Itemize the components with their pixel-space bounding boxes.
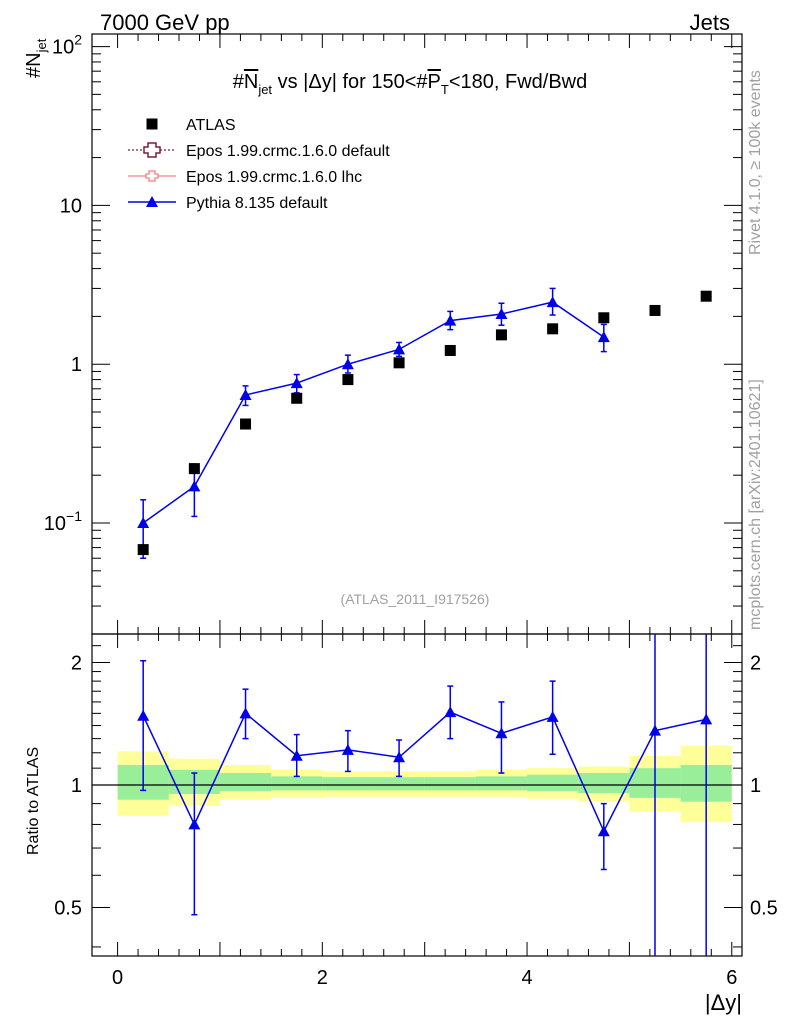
ratio-y-tick-label: 0.5	[54, 897, 82, 919]
ratio-panel: 0 2 4 6 0.5 0.5 1 1 2 2	[54, 633, 778, 989]
atlas-point	[700, 290, 712, 302]
atlas-point	[137, 544, 149, 556]
pythia-point	[290, 377, 303, 389]
pythia-point	[597, 331, 610, 343]
ratio-y-tick-label-right: 0.5	[750, 897, 778, 919]
ratio-y-tick-label-right: 1	[750, 775, 761, 797]
ratio-pythia-point	[393, 751, 406, 763]
pythia-point	[341, 358, 354, 370]
ratio-pythia-point	[597, 825, 610, 837]
legend-marker-pythia	[146, 196, 158, 207]
uncertainty-band-green	[271, 776, 323, 791]
legend	[128, 118, 176, 207]
ratio-y-tick-label-right: 2	[750, 653, 761, 675]
ratio-pythia-point	[444, 706, 457, 718]
atlas-point	[598, 312, 610, 324]
ratio-pythia-point	[341, 743, 354, 755]
x-tick-label: 4	[521, 967, 532, 989]
ratio-pythia-point	[239, 707, 252, 719]
x-axis-label: |Δy|	[705, 990, 742, 1015]
legend-label-epos-lhc: Epos 1.99.crmc.1.6.0 lhc	[186, 169, 362, 186]
pythia-point	[546, 296, 559, 308]
uncertainty-band-green	[322, 777, 374, 791]
y-tick-label: 10	[60, 195, 82, 217]
legend-marker-epos-lhc	[145, 170, 159, 182]
source-label: mcplots.cern.ch [arXiv:2401.10621]	[747, 379, 764, 630]
legend-label-epos-default: Epos 1.99.crmc.1.6.0 default	[186, 143, 390, 160]
ratio-pythia-point	[700, 713, 713, 725]
ratio-pythia-point	[495, 727, 508, 739]
pythia-point	[495, 308, 508, 320]
atlas-point	[342, 374, 354, 386]
legend-marker-atlas	[146, 118, 158, 130]
atlas-point	[291, 392, 303, 404]
pythia-point	[188, 480, 201, 492]
y-tick-label: 1	[71, 354, 82, 376]
uncertainty-band-green	[424, 777, 476, 791]
y-tick-label: 10−1	[44, 508, 82, 535]
uncertainty-band-green	[475, 776, 528, 791]
atlas-point	[547, 323, 559, 335]
ratio-pythia-point	[137, 709, 150, 721]
uncertainty-band-green	[578, 773, 630, 794]
ratio-frame	[91, 633, 743, 957]
pythia-point	[239, 388, 252, 400]
x-tick-label: 0	[112, 967, 123, 989]
legend-marker-epos-default	[143, 142, 161, 158]
x-tick-label: 6	[726, 967, 737, 989]
legend-label-atlas: ATLAS	[186, 117, 236, 134]
pythia-point	[393, 343, 406, 355]
uncertainty-band-green	[373, 777, 425, 791]
analysis-watermark: (ATLAS_2011_I917526)	[341, 591, 490, 607]
atlas-point	[444, 344, 456, 356]
ratio-y-axis-label: Ratio to ATLAS	[25, 747, 42, 855]
ratio-pythia-point	[648, 724, 661, 736]
ratio-pythia-line	[142, 711, 707, 833]
pythia-line	[142, 301, 605, 524]
atlas-point	[188, 463, 200, 475]
atlas-point	[240, 418, 252, 430]
main-title: #Njet vs |Δy| for 150<#PT<180, Fwd/Bwd	[233, 71, 588, 97]
ratio-y-tick-label: 2	[71, 653, 82, 675]
x-tick-label: 2	[317, 967, 328, 989]
pythia-point	[137, 516, 150, 528]
observable-label: Jets	[690, 10, 730, 35]
main-y-axis-label: #Njet	[23, 38, 49, 78]
header-text: 7000 GeV pp Jets Rivet 4.1.0, ≥ 100k eve…	[23, 10, 764, 1015]
y-tick-label: 102	[52, 32, 82, 59]
ratio-y-tick-label: 1	[71, 775, 82, 797]
atlas-point	[649, 304, 661, 316]
pythia-point	[444, 314, 457, 326]
atlas-point	[393, 357, 405, 369]
atlas-point	[495, 329, 507, 341]
legend-label-pythia: Pythia 8.135 default	[186, 195, 328, 212]
ratio-pythia-point	[546, 710, 559, 722]
ratio-pythia-point	[188, 818, 201, 830]
rivet-version-label: Rivet 4.1.0, ≥ 100k events	[747, 70, 764, 255]
uncertainty-band-green	[527, 774, 579, 792]
collision-label: 7000 GeV pp	[100, 10, 230, 35]
uncertainty-band-green	[219, 773, 272, 792]
ratio-pythia-point	[290, 749, 303, 761]
